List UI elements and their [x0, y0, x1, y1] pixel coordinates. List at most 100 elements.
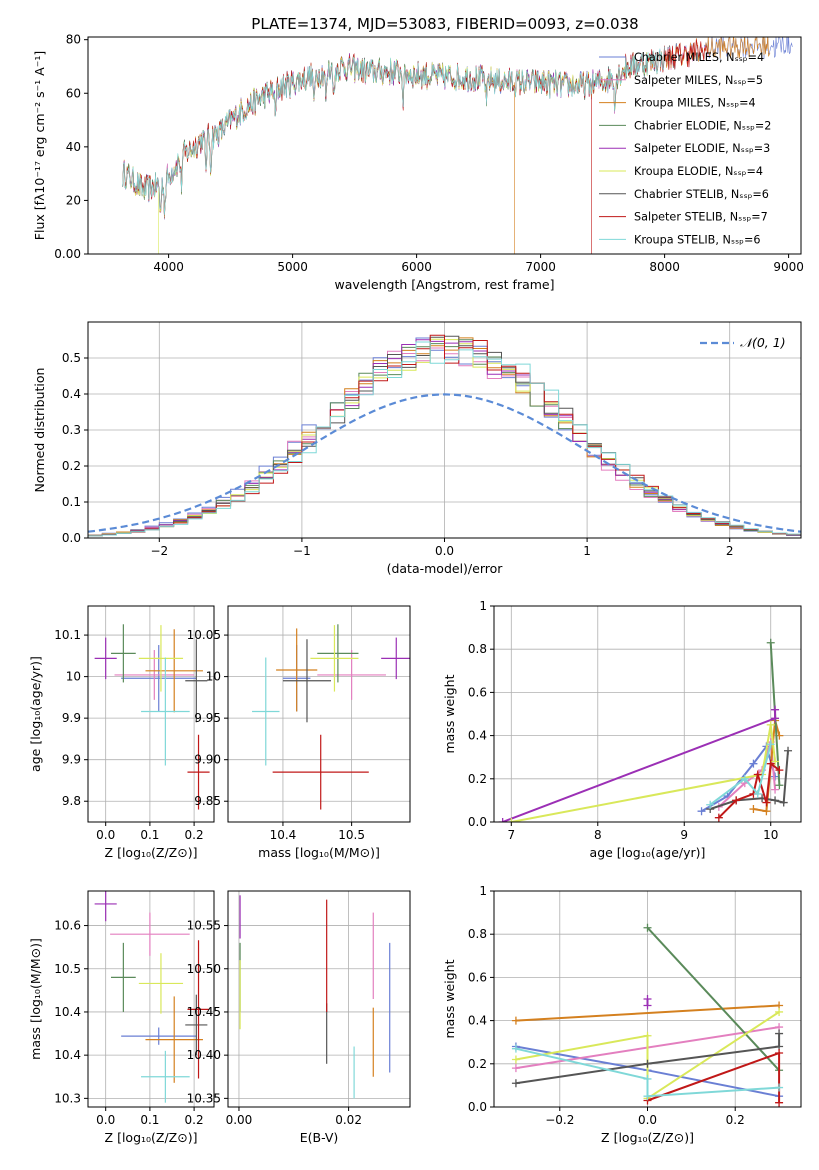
y-tick-label: 10: [206, 670, 221, 684]
x-tick-label: −2: [150, 544, 168, 558]
y-tick-label: 9.8: [62, 794, 81, 808]
weight-marker: [771, 757, 780, 766]
x-axis-label: mass [log₁₀(M/M⊙)]: [258, 845, 380, 860]
plot-area: [94, 624, 210, 810]
x-tick-label: 10: [763, 828, 778, 842]
x-tick-label: 6000: [401, 260, 432, 274]
x-axis-label: Z [log₁₀(Z/Z⊙)]: [105, 1130, 198, 1145]
weight-marker: [766, 720, 775, 729]
x-tick-label: 8000: [649, 260, 680, 274]
plot-area: [122, 37, 793, 254]
weight-marker: [643, 1059, 652, 1068]
weight-marker: [732, 796, 741, 805]
plot-area: [511, 923, 784, 1107]
y-tick-label: 9.95: [194, 711, 221, 725]
weight-marker: [511, 1016, 520, 1025]
error-bar-point: [272, 734, 369, 810]
y-tick-label: 10.4: [54, 1005, 81, 1019]
error-bar-point: [110, 912, 190, 956]
weight-marker: [766, 759, 775, 768]
y-tick-label: 9.9: [62, 711, 81, 725]
weight-marker: [762, 798, 771, 807]
error-bar-point: [282, 639, 332, 723]
legend-entry: Salpeter STELIB, Nₛₛₚ=7: [634, 211, 768, 224]
weight-series: [643, 995, 652, 1010]
y-tick-label: 10.55: [187, 919, 221, 933]
spectrum-model-line: [122, 39, 708, 254]
x-axis-label: (data-model)/error: [387, 561, 504, 576]
y-axis-label: mass weight: [442, 959, 457, 1038]
weight-series: [706, 740, 775, 809]
x-tick-label: 9: [680, 828, 688, 842]
legend-entry: Kroupa ELODIE, Nₛₛₚ=4: [634, 165, 763, 178]
error-bar-point: [94, 891, 117, 922]
residuals-panel: −2 −1 0.0 1 2 0.0 0.1 0.2 0.3 0.4 0.5 (data-model)/…: [32, 321, 802, 576]
legend-entry: Chabrier STELIB, Nₛₛₚ=6: [634, 188, 769, 201]
weight-series: [643, 1049, 784, 1107]
residual-histogram: [88, 334, 801, 537]
error-bar-point: [141, 657, 190, 766]
weight-marker: [511, 1064, 520, 1073]
x-tick-label: 5000: [277, 260, 308, 274]
y-tick-label: 10.6: [54, 919, 81, 933]
weight-line: [515, 1033, 781, 1085]
weight-marker: [766, 638, 775, 647]
legend-entry: Kroupa MILES, Nₛₛₚ=4: [634, 97, 756, 110]
mass-weight-vs-metallicity-panel: −0.2 0.0 0.2 0.0 0.2 0.4 0.6 0.8 1 Z [log₁₀(Z/Z⊙)…: [442, 884, 802, 1145]
weight-line: [709, 750, 789, 810]
y-tick-label: 10: [66, 670, 81, 684]
x-tick-label: 7000: [525, 260, 556, 274]
weight-marker: [771, 796, 780, 805]
weight-marker: [753, 770, 762, 779]
y-tick-label: 9.9: [62, 753, 81, 767]
error-bar-point: [141, 1050, 190, 1103]
x-tick-label: −0.2: [545, 1113, 574, 1127]
spectrum-model-line: [122, 51, 652, 254]
spectrum-model-line: [122, 42, 708, 219]
legend-entry: Chabrier ELODIE, Nₛₛₚ=2: [634, 119, 771, 132]
error-bar-point: [381, 637, 410, 680]
x-tick-label: 0.0: [435, 544, 454, 558]
y-tick-label: 1: [479, 599, 487, 613]
y-tick-label: 0.2: [468, 772, 487, 786]
weight-marker: [753, 789, 762, 798]
x-tick-label: 0.1: [140, 1113, 159, 1127]
y-tick-label: 0.0: [62, 531, 81, 545]
y-tick-label: 0.0: [468, 1100, 487, 1114]
error-bar-point: [185, 994, 208, 1056]
weight-marker: [511, 1055, 520, 1064]
x-tick-label: 1: [583, 544, 591, 558]
x-axis-label: Z [log₁₀(Z/Z⊙)]: [601, 1130, 694, 1145]
weight-marker: [771, 705, 780, 714]
error-bar-point: [114, 650, 195, 700]
y-tick-label: 0.6: [468, 685, 487, 699]
x-axis-label: wavelength [Angstrom, rest frame]: [334, 277, 554, 292]
weight-marker: [714, 813, 723, 822]
x-tick-label: −1: [293, 544, 311, 558]
x-tick-label: 10.4: [270, 828, 297, 842]
x-tick-label: 0.0: [638, 1113, 657, 1127]
axes-frame: [227, 890, 411, 1108]
y-tick-label: 10.5: [54, 962, 81, 976]
weight-marker: [775, 766, 784, 775]
y-tick-label: 0.2: [468, 1057, 487, 1071]
x-axis-label: Z [log₁₀(Z/Z⊙)]: [105, 845, 198, 860]
error-bar-point: [310, 625, 359, 692]
weight-marker: [697, 807, 706, 816]
x-axis-label: age [log₁₀(age/yr)]: [590, 845, 706, 860]
y-tick-label: 0.3: [62, 423, 81, 437]
y-tick-label: 0.4: [62, 387, 81, 401]
error-bar-point: [317, 624, 359, 683]
weight-marker: [507, 818, 516, 822]
x-tick-label: 0.2: [185, 1113, 204, 1127]
weight-marker: [775, 1029, 784, 1038]
y-tick-label: 10.40: [187, 1048, 221, 1062]
error-bar-point: [121, 1027, 197, 1045]
error-bar-point: [252, 657, 280, 766]
plot-area: [498, 638, 793, 822]
error-bar-point: [185, 639, 208, 723]
weight-series: [714, 759, 784, 822]
spectrum-model-line: [122, 46, 665, 216]
x-tick-label: 0.1: [140, 828, 159, 842]
